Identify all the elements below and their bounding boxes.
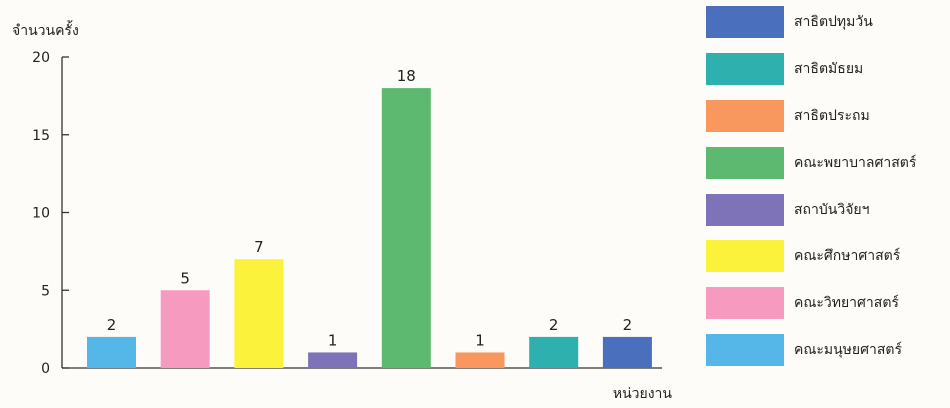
bar (602, 336, 652, 368)
legend-item: สถาบันวิจัยฯ (706, 193, 946, 226)
legend-swatch (706, 334, 784, 367)
legend-item: คณะวิทยาศาสตร์ (706, 287, 946, 320)
legend: สาธิตปทุมวันสาธิตมัธยมสาธิตประถมคณะพยาบา… (706, 6, 946, 381)
legend-item: คณะพยาบาลศาสตร์ (706, 146, 946, 179)
bar (529, 336, 579, 368)
bar-value-label: 5 (180, 269, 190, 287)
bar-value-label: 18 (397, 67, 416, 85)
legend-item: สาธิตมัธยม (706, 52, 946, 85)
bar-value-label: 7 (254, 238, 264, 256)
y-axis-label: จำนวนครั้ง (12, 20, 79, 39)
legend-swatch (706, 287, 784, 320)
legend-label: คณะศึกษาศาสตร์ (794, 248, 901, 265)
y-tick-label: 20 (32, 50, 50, 66)
legend-label: คณะมนุษยศาสตร์ (794, 342, 903, 359)
legend-swatch (706, 99, 784, 132)
bar (87, 336, 136, 368)
legend-label: สาธิตประถม (794, 107, 870, 124)
legend-swatch (706, 240, 784, 273)
legend-item: สาธิตปทุมวัน (706, 6, 946, 38)
legend-item: คณะศึกษาศาสตร์ (706, 240, 946, 273)
legend-item: คณะมนุษยศาสตร์ (706, 334, 946, 367)
y-tick-label: 5 (41, 283, 50, 299)
legend-swatch (706, 6, 784, 38)
bar-value-label: 2 (107, 316, 117, 334)
bar-value-label: 2 (549, 316, 559, 334)
legend-item: สาธิตประถม (706, 99, 946, 132)
bar-value-label: 2 (623, 316, 633, 334)
y-tick-label: 0 (41, 361, 50, 377)
bars: 2 5 7 1 18 1 2 2 (87, 67, 652, 368)
legend-swatch (706, 52, 784, 85)
bar-value-label: 1 (475, 331, 485, 349)
legend-label: สาธิตมัธยม (794, 60, 864, 77)
legend-label: สถาบันวิจัยฯ (794, 201, 870, 218)
y-tick-label: 15 (32, 128, 50, 144)
legend-label: คณะวิทยาศาสตร์ (794, 295, 899, 312)
bar (381, 88, 431, 368)
bar (234, 259, 284, 368)
legend-label: สาธิตปทุมวัน (794, 14, 873, 30)
bar-value-label: 1 (328, 331, 338, 349)
legend-swatch (706, 193, 784, 226)
bar (160, 290, 210, 368)
x-axis-label: หน่วยงาน (613, 386, 673, 402)
legend-label: คณะพยาบาลศาสตร์ (794, 154, 917, 171)
y-tick-label: 10 (32, 206, 50, 222)
bar (455, 352, 505, 368)
bar (308, 352, 358, 368)
legend-swatch (706, 146, 784, 179)
